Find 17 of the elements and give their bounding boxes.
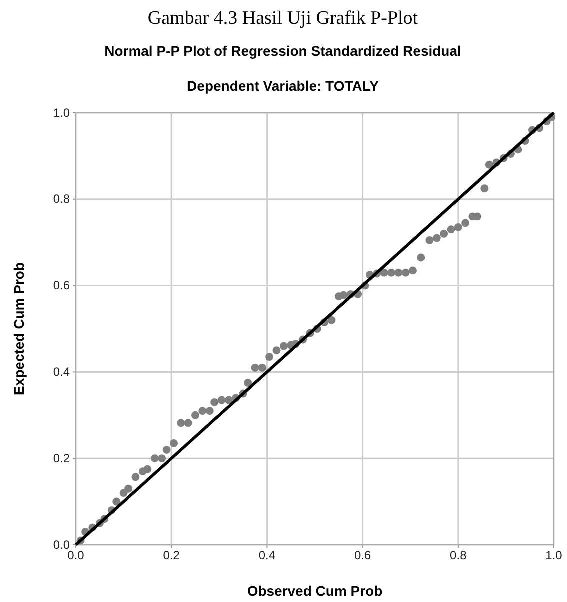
x-axis-title: Observed Cum Prob (247, 583, 383, 599)
y-tick-label: 0.0 (53, 538, 70, 552)
y-axis-title: Expected Cum Prob (11, 262, 27, 396)
x-tick-label: 0.4 (258, 548, 276, 563)
y-tick-label: 1.0 (53, 106, 70, 120)
y-tick-label: 0.8 (53, 192, 70, 206)
chart-subtitle: Dependent Variable: TOTALY (187, 78, 380, 94)
y-tick-label: 0.4 (53, 365, 70, 380)
x-tick-label: 0.8 (450, 548, 468, 563)
y-tick-label: 0.2 (53, 451, 70, 466)
text: Gambar 4.3 Hasil Uji Grafik P-Plot (148, 8, 419, 29)
x-tick-label: 1.0 (546, 548, 563, 563)
x-tick-label: 0.2 (163, 548, 180, 563)
chart-title: Normal P-P Plot of Regression Standardized Residual (104, 43, 462, 59)
x-tick-label: 0.6 (354, 548, 372, 563)
y-tick-label: 0.6 (53, 278, 70, 293)
x-tick-label: 0.0 (68, 548, 85, 563)
